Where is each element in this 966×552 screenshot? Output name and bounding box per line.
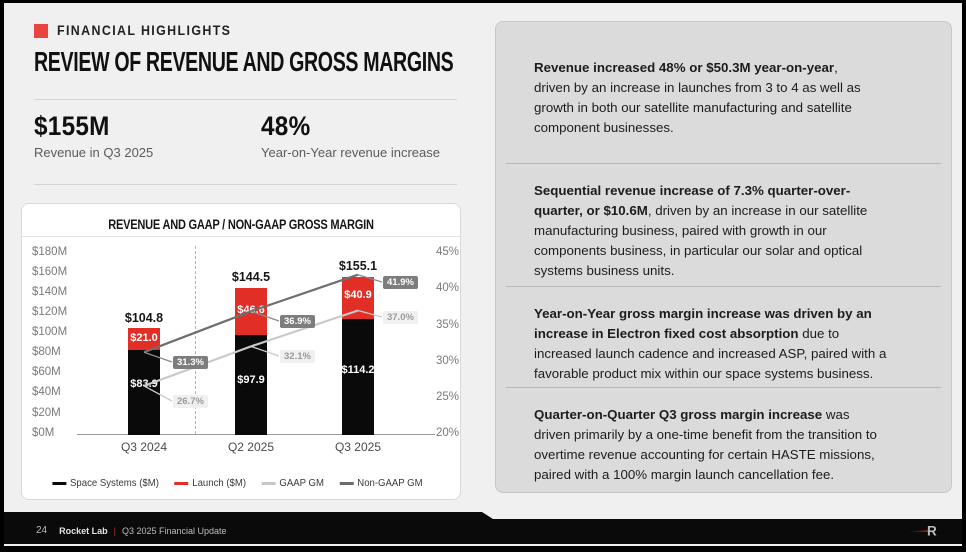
svg-text:R: R [927,524,937,539]
